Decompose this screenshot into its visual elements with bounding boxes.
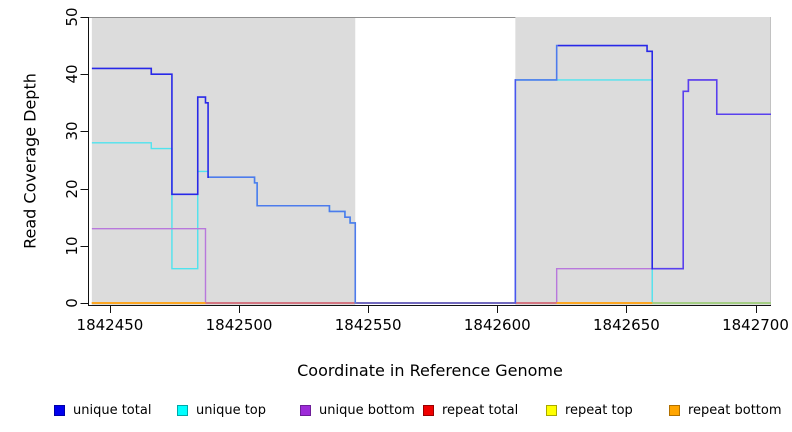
y-tick-label: 40 — [63, 64, 81, 84]
x-tick-label: 1842700 — [722, 316, 789, 334]
x-axis-label: Coordinate in Reference Genome — [297, 361, 563, 380]
legend-item-repeat-top: repeat top — [546, 403, 669, 418]
y-axis-label: Read Coverage Depth — [20, 73, 40, 249]
legend-label: unique bottom — [319, 402, 415, 418]
legend-item-unique-bottom: unique bottom — [300, 403, 423, 418]
legend-label: repeat bottom — [688, 402, 782, 418]
series-line-unique-total — [91, 67, 210, 196]
legend-swatch-unique-top — [177, 404, 188, 416]
x-tick-label: 1842650 — [592, 316, 660, 334]
legend-item-repeat-bottom: repeat bottom — [669, 403, 792, 418]
series-line-unique-total — [209, 176, 357, 304]
legend-swatch-repeat-top — [546, 404, 557, 416]
x-tick-label: 1842600 — [463, 316, 531, 334]
legend: unique total unique top unique bottom re… — [54, 398, 792, 422]
x-tick-label: 1842550 — [334, 316, 402, 334]
legend-label: unique total — [73, 402, 152, 418]
y-tick-label: 20 — [63, 179, 81, 199]
legend-item-unique-total: unique total — [54, 403, 177, 418]
legend-label: repeat top — [565, 402, 633, 418]
legend-swatch-repeat-bottom — [669, 404, 680, 416]
y-tick-label: 10 — [63, 236, 81, 256]
y-tick-label: 50 — [63, 7, 81, 27]
shaded-region-right — [515, 17, 771, 305]
y-tick-label: 30 — [63, 121, 81, 141]
legend-label: unique top — [196, 402, 267, 418]
legend-swatch-unique-bottom — [300, 404, 311, 416]
legend-item-unique-top: unique top — [177, 403, 300, 418]
y-tick-label: 0 — [63, 298, 81, 308]
legend-item-repeat-total: repeat total — [423, 403, 546, 418]
legend-swatch-repeat-total — [423, 404, 434, 416]
x-tick-label: 1842500 — [205, 316, 273, 334]
x-tick-label: 1842450 — [76, 316, 144, 334]
series-line-unique-total — [653, 79, 771, 270]
shaded-region-left — [91, 17, 356, 305]
legend-swatch-unique-total — [54, 404, 65, 416]
legend-label: repeat total — [442, 402, 519, 418]
